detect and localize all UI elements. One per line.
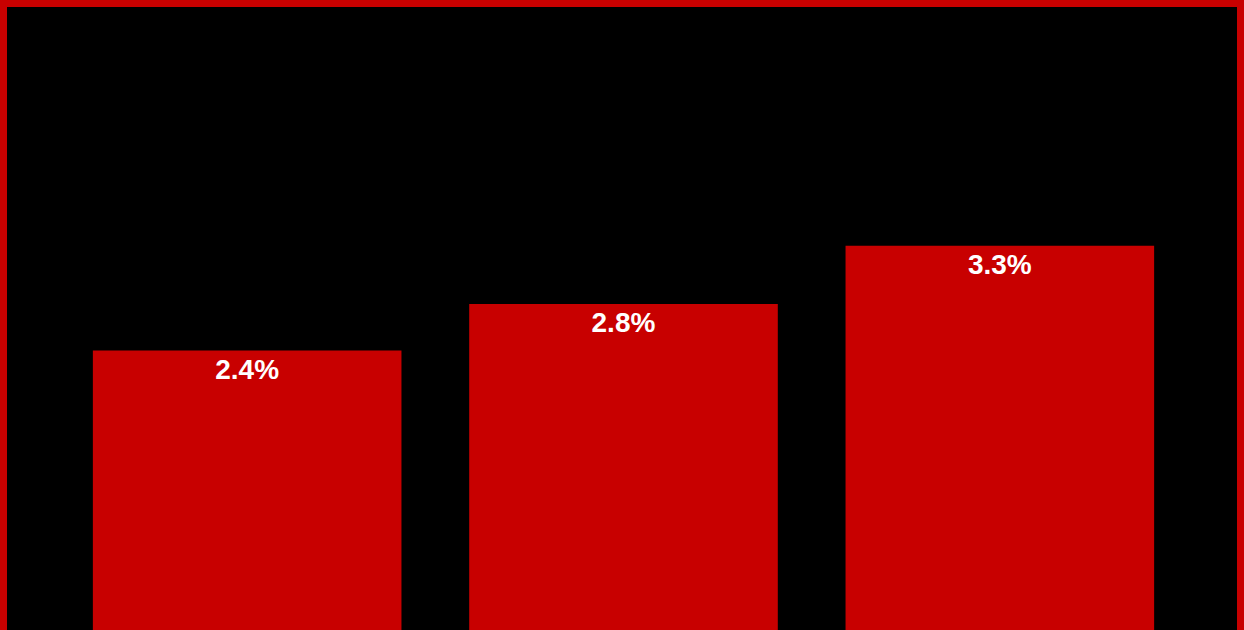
svg-text:2.4%: 2.4%	[215, 354, 279, 385]
svg-text:2.8%: 2.8%	[592, 307, 656, 338]
svg-text:3.3%: 3.3%	[968, 249, 1032, 280]
